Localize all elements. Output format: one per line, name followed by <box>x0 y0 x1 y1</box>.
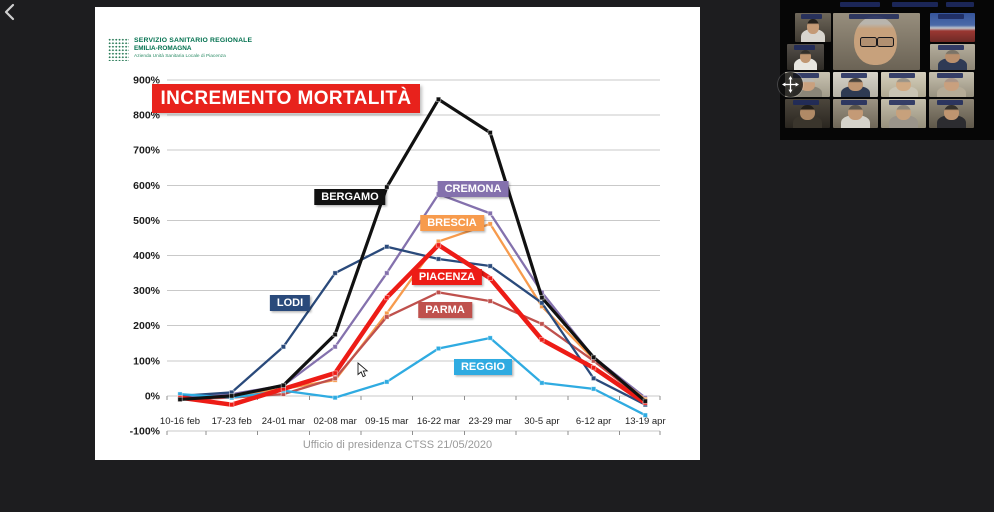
participant-tile[interactable] <box>929 99 974 128</box>
participant-tile[interactable] <box>881 72 926 97</box>
participant-name-label <box>946 2 974 7</box>
participant-face <box>944 77 959 91</box>
participant-body <box>793 85 822 97</box>
participant-name-label <box>892 2 938 7</box>
svg-text:02-08 mar: 02-08 mar <box>313 416 356 427</box>
logo-line3: Azienda Unità Sanitaria Locale di Piacen… <box>134 54 226 60</box>
participant-face <box>800 105 815 121</box>
svg-text:900%: 900% <box>133 75 161 87</box>
participant-name-label <box>793 100 820 105</box>
series-label-piacenza: PIACENZA <box>411 269 483 285</box>
chart-title: INCREMENTO MORTALITÀ <box>152 84 420 113</box>
participant-body <box>937 85 966 97</box>
svg-text:30-5 apr: 30-5 apr <box>524 416 559 427</box>
participant-tile[interactable] <box>833 72 878 97</box>
svg-text:24-01 mar: 24-01 mar <box>262 416 305 427</box>
participant-name-label <box>793 73 820 78</box>
participant-body <box>801 28 825 42</box>
participant-face <box>944 105 959 121</box>
participant-tile-active-speaker[interactable] <box>833 13 920 70</box>
svg-text:100%: 100% <box>133 355 161 367</box>
participant-name-label <box>840 2 880 7</box>
svg-text:6-12 apr: 6-12 apr <box>576 416 611 427</box>
participant-name-label <box>889 73 916 78</box>
participant-tile[interactable] <box>929 72 974 97</box>
participant-name-label <box>848 14 900 19</box>
participant-name-label <box>938 45 965 50</box>
participant-video-grid[interactable] <box>780 0 994 140</box>
participant-tile[interactable] <box>787 44 824 70</box>
participant-name-label <box>938 14 965 19</box>
back-chevron-icon[interactable] <box>2 3 18 21</box>
series-label-parma: PARMA <box>418 302 472 318</box>
svg-text:400%: 400% <box>133 250 161 262</box>
participant-face <box>848 77 863 91</box>
svg-text:500%: 500% <box>133 215 161 227</box>
participant-body <box>793 58 818 70</box>
svg-text:0%: 0% <box>145 390 161 402</box>
series-label-bergamo: BERGAMO <box>314 189 386 205</box>
participant-face <box>896 105 911 121</box>
logo-text: SERVIZIO SANITARIO REGIONALE EMILIA-ROMA… <box>134 37 252 60</box>
svg-text:16-22 mar: 16-22 mar <box>417 416 460 427</box>
svg-text:200%: 200% <box>133 320 161 332</box>
participant-name-label <box>841 100 868 105</box>
participant-body <box>793 114 822 128</box>
slide: SERVIZIO SANITARIO REGIONALE EMILIA-ROMA… <box>95 7 700 460</box>
participant-name-label <box>793 45 816 50</box>
svg-text:13-19 apr: 13-19 apr <box>625 416 666 427</box>
slide-footer: Ufficio di presidenza CTSS 21/05/2020 <box>302 439 493 451</box>
participant-body <box>841 85 870 97</box>
participant-face <box>807 19 819 35</box>
participant-body <box>889 85 918 97</box>
series-label-lodi: LODI <box>269 295 311 311</box>
series-label-reggio: REGGIO <box>453 359 513 375</box>
svg-text:700%: 700% <box>133 145 161 157</box>
participant-face <box>896 77 911 91</box>
svg-text:23-29 mar: 23-29 mar <box>469 416 512 427</box>
logo-dots-icon <box>108 38 129 61</box>
participant-name-label <box>937 73 964 78</box>
participant-name-label <box>889 100 916 105</box>
svg-text:17-23 feb: 17-23 feb <box>212 416 252 427</box>
participant-body <box>841 114 870 128</box>
logo-line2: EMILIA-ROMAGNA <box>134 45 192 53</box>
series-label-brescia: BRESCIA <box>420 215 484 231</box>
svg-text:600%: 600% <box>133 180 161 192</box>
regional-health-logo: SERVIZIO SANITARIO REGIONALE EMILIA-ROMA… <box>108 37 252 61</box>
pan-move-icon[interactable] <box>778 72 803 97</box>
participant-name-label <box>937 100 964 105</box>
participant-body <box>937 114 966 128</box>
participant-body <box>889 114 918 128</box>
series-label-cremona: CREMONA <box>437 181 509 197</box>
mortality-line-chart: 900%800%700%600%500%400%300%200%100%0%-1… <box>130 75 666 438</box>
participant-face <box>853 16 898 66</box>
participant-face <box>799 49 812 64</box>
participant-name-label <box>841 73 868 78</box>
svg-text:-100%: -100% <box>130 426 161 438</box>
participant-face <box>800 77 815 91</box>
participant-face <box>945 49 960 64</box>
participant-tile[interactable] <box>881 99 926 128</box>
glasses-icon <box>859 36 877 47</box>
glasses-icon <box>877 36 895 47</box>
svg-text:10-16 feb: 10-16 feb <box>160 416 200 427</box>
svg-text:300%: 300% <box>133 285 161 297</box>
participant-face <box>848 105 863 121</box>
participant-tile[interactable] <box>930 44 975 70</box>
logo-line1: SERVIZIO SANITARIO REGIONALE <box>134 37 253 44</box>
participant-tile[interactable] <box>833 99 878 128</box>
participant-tile[interactable] <box>785 99 830 128</box>
svg-text:09-15 mar: 09-15 mar <box>365 416 408 427</box>
participant-tile[interactable] <box>930 13 975 42</box>
participant-body <box>938 58 967 70</box>
participant-tile[interactable] <box>795 13 831 42</box>
participant-name-label <box>801 14 823 19</box>
